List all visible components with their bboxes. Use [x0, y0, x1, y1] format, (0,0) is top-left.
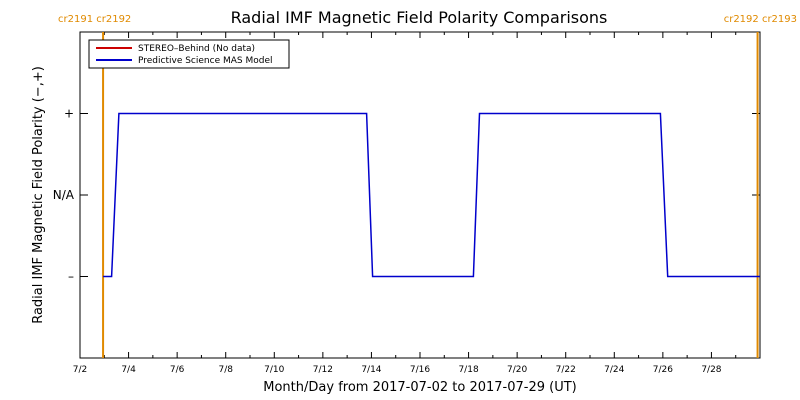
- chart-title: Radial IMF Magnetic Field Polarity Compa…: [231, 8, 608, 27]
- legend-box: [88, 39, 290, 69]
- legend-entry-stereo: STEREO–Behind (No data): [138, 44, 255, 54]
- plot-frame: [79, 31, 761, 359]
- x-tick-label: 7/24: [604, 365, 624, 375]
- x-tick-label: 7/14: [361, 365, 381, 375]
- carrington-markers: [102, 32, 759, 358]
- x-tick-label: 7/22: [556, 365, 576, 375]
- x-tick-label: 7/16: [410, 365, 430, 375]
- y-axis-ticks: + N/A –: [53, 107, 760, 284]
- x-tick-label: 7/2: [73, 365, 87, 375]
- x-tick-label: 7/20: [507, 365, 527, 375]
- y-tick-label: –: [68, 270, 74, 284]
- x-tick-label: 7/8: [218, 365, 233, 375]
- x-tick-label: 7/6: [170, 365, 185, 375]
- x-tick-label: 7/4: [121, 365, 136, 375]
- x-axis-label: Month/Day from 2017-07-02 to 2017-07-29 …: [263, 380, 576, 395]
- carrington-label-left: cr2191 cr2192: [58, 14, 131, 25]
- x-tick-label: 7/12: [313, 365, 333, 375]
- x-tick-label: 7/18: [458, 365, 478, 375]
- x-tick-label: 7/28: [701, 365, 721, 375]
- legend-entry-mas: Predictive Science MAS Model: [138, 56, 273, 66]
- series-line: [103, 112, 760, 278]
- x-tick-label: 7/10: [264, 365, 284, 375]
- y-tick-label: +: [64, 107, 74, 121]
- legend: STEREO–Behind (No data) Predictive Scien…: [88, 39, 290, 69]
- y-tick-label: N/A: [53, 188, 75, 202]
- carrington-label-right: cr2192 cr2193: [724, 14, 797, 25]
- x-axis-ticks: 7/2 7/4 7/6 7/8 7/10 7/12 7/14 7/16 7/18 7/20 7/22…: [73, 32, 761, 375]
- x-tick-label: 7/26: [653, 365, 673, 375]
- y-axis-label: Radial IMF Magnetic Field Polarity (−,+): [31, 66, 46, 324]
- series-layer: [103, 112, 760, 278]
